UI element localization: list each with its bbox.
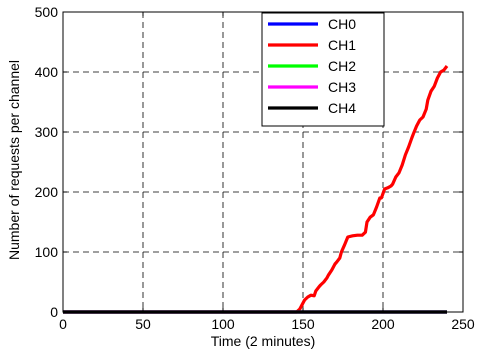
y-tick-label-1: 100	[35, 244, 59, 260]
y-axis-label: Number of requests per channel	[6, 60, 22, 260]
legend-label-ch2: CH2	[328, 58, 356, 74]
x-tick-label-4: 200	[371, 316, 395, 332]
legend-label-ch1: CH1	[328, 37, 356, 53]
y-tick-label-3: 300	[35, 124, 59, 140]
series-line-ch1	[63, 65, 449, 314]
y-tick-label-5: 500	[35, 4, 59, 20]
legend: CH0 CH1 CH2 CH3 CH4	[261, 12, 385, 127]
x-tick-label-2: 100	[211, 316, 235, 332]
x-tick-label-1: 50	[135, 316, 151, 332]
legend-label-ch4: CH4	[328, 100, 356, 116]
series-lines	[63, 65, 449, 314]
legend-label-ch3: CH3	[328, 79, 356, 95]
x-tick-label-3: 150	[291, 316, 315, 332]
y-tick-label-2: 200	[35, 184, 59, 200]
plot-frame	[62, 11, 464, 313]
y-tick-label-0: 0	[50, 304, 58, 320]
x-axis-label: Time (2 minutes)	[211, 333, 316, 349]
y-axis-ticks: 0 100 200 300 400 500	[35, 4, 463, 320]
y-tick-label-4: 400	[35, 64, 59, 80]
x-tick-label-5: 250	[451, 316, 475, 332]
x-tick-label-0: 0	[59, 316, 67, 332]
legend-label-ch0: CH0	[328, 16, 356, 32]
